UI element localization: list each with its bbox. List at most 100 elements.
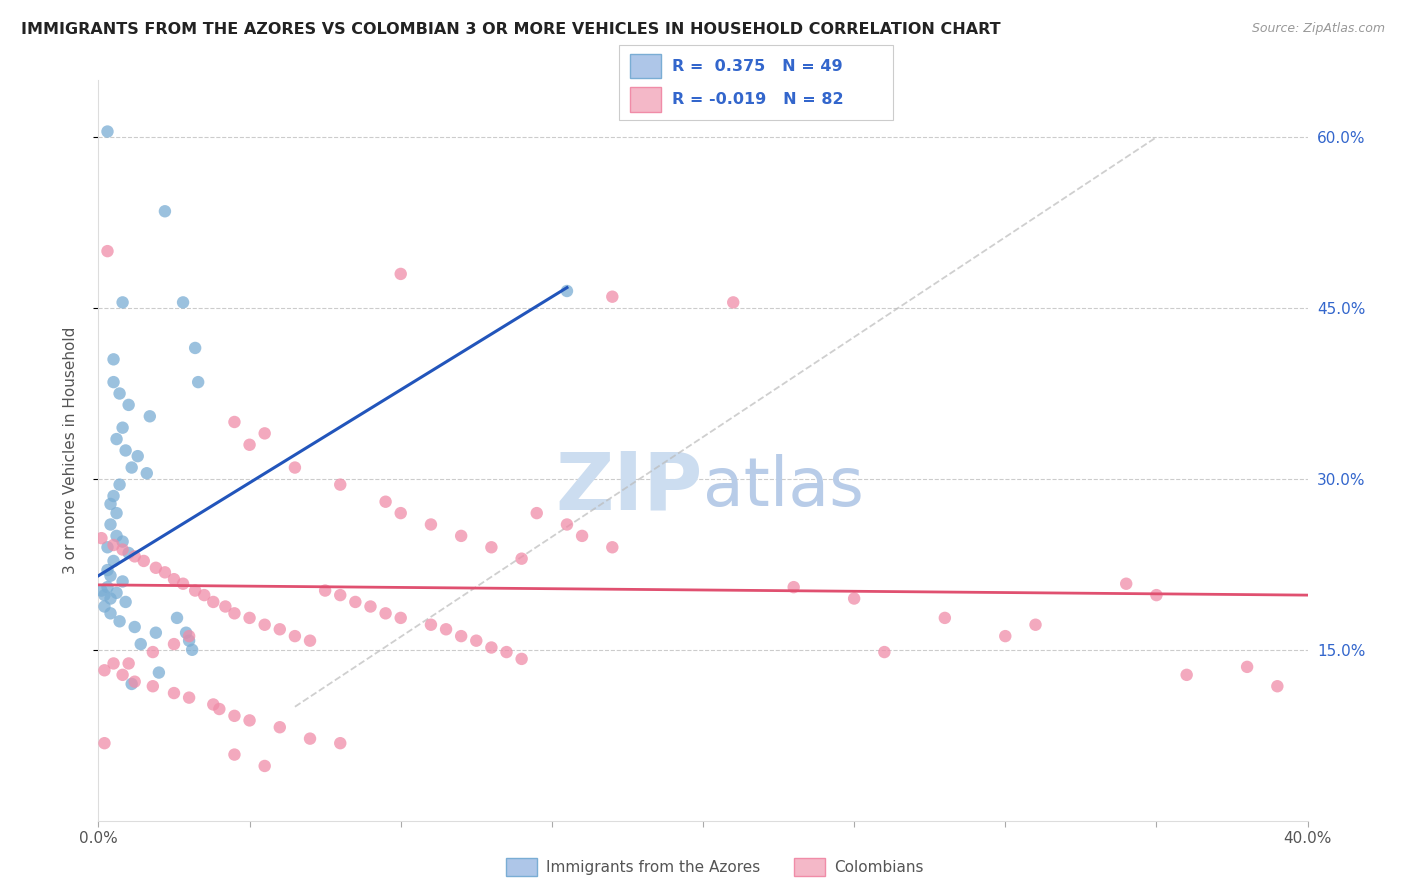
- Point: [124, 674, 146, 689]
- Point: [100, 497, 122, 511]
- Point: [420, 517, 443, 532]
- Text: ZIP: ZIP: [555, 449, 703, 526]
- Point: [103, 489, 125, 503]
- Point: [179, 629, 201, 643]
- Point: [450, 529, 472, 543]
- Point: [783, 580, 806, 594]
- Text: R =  0.375   N = 49: R = 0.375 N = 49: [672, 59, 842, 73]
- Text: IMMIGRANTS FROM THE AZORES VS COLOMBIAN 3 OR MORE VEHICLES IN HOUSEHOLD CORRELAT: IMMIGRANTS FROM THE AZORES VS COLOMBIAN …: [21, 22, 1001, 37]
- Point: [100, 517, 122, 532]
- Point: [994, 629, 1017, 643]
- Point: [127, 449, 149, 463]
- Point: [389, 611, 412, 625]
- Point: [121, 460, 143, 475]
- Point: [434, 622, 457, 636]
- Point: [389, 506, 412, 520]
- Point: [111, 668, 134, 682]
- Point: [481, 541, 503, 555]
- Point: [571, 529, 593, 543]
- Point: [934, 611, 956, 625]
- Point: [329, 736, 352, 750]
- Point: [510, 551, 533, 566]
- Point: [124, 620, 146, 634]
- Point: [187, 375, 209, 389]
- Point: [132, 554, 155, 568]
- Point: [114, 595, 136, 609]
- Point: [450, 629, 472, 643]
- Point: [1144, 588, 1167, 602]
- Point: [103, 657, 125, 671]
- Text: Source: ZipAtlas.com: Source: ZipAtlas.com: [1251, 22, 1385, 36]
- Point: [105, 586, 128, 600]
- Point: [224, 415, 246, 429]
- Point: [105, 432, 128, 446]
- Point: [374, 494, 396, 508]
- Point: [239, 438, 262, 452]
- Text: Immigrants from the Azores: Immigrants from the Azores: [546, 860, 759, 874]
- Point: [389, 267, 412, 281]
- Point: [163, 686, 186, 700]
- Point: [96, 124, 118, 138]
- Point: [224, 709, 246, 723]
- Point: [179, 690, 201, 705]
- Point: [284, 629, 307, 643]
- Text: R = -0.019   N = 82: R = -0.019 N = 82: [672, 92, 844, 106]
- Point: [93, 599, 115, 614]
- Point: [299, 731, 322, 746]
- Point: [239, 611, 262, 625]
- Point: [224, 747, 246, 762]
- Point: [1236, 660, 1258, 674]
- Point: [111, 574, 134, 589]
- Point: [111, 534, 134, 549]
- Point: [166, 611, 188, 625]
- Point: [555, 284, 578, 298]
- Point: [329, 588, 352, 602]
- Point: [1024, 617, 1046, 632]
- Point: [510, 652, 533, 666]
- Point: [118, 398, 141, 412]
- Point: [93, 663, 115, 677]
- Point: [96, 580, 118, 594]
- Point: [214, 599, 236, 614]
- Point: [93, 588, 115, 602]
- Point: [142, 679, 165, 693]
- Point: [96, 244, 118, 259]
- Point: [253, 426, 276, 441]
- Point: [148, 665, 170, 680]
- Point: [202, 595, 225, 609]
- Point: [108, 615, 131, 629]
- Point: [103, 375, 125, 389]
- Point: [360, 599, 382, 614]
- Point: [181, 642, 204, 657]
- Point: [374, 607, 396, 621]
- Point: [495, 645, 517, 659]
- Point: [465, 633, 488, 648]
- Point: [118, 546, 141, 560]
- Point: [163, 572, 186, 586]
- Point: [90, 531, 112, 545]
- Point: [124, 549, 146, 564]
- Point: [111, 295, 134, 310]
- Text: Colombians: Colombians: [834, 860, 924, 874]
- Point: [299, 633, 322, 648]
- Point: [153, 566, 176, 580]
- Point: [114, 443, 136, 458]
- Point: [172, 295, 194, 310]
- Point: [314, 583, 336, 598]
- Point: [172, 576, 194, 591]
- Y-axis label: 3 or more Vehicles in Household: 3 or more Vehicles in Household: [63, 326, 77, 574]
- Point: [103, 554, 125, 568]
- Point: [284, 460, 307, 475]
- Point: [100, 591, 122, 606]
- Point: [723, 295, 745, 310]
- Point: [129, 637, 152, 651]
- Point: [555, 517, 578, 532]
- Point: [184, 583, 207, 598]
- Point: [269, 720, 291, 734]
- Point: [344, 595, 367, 609]
- Point: [1267, 679, 1289, 693]
- Point: [145, 625, 167, 640]
- Point: [103, 538, 125, 552]
- Point: [103, 352, 125, 367]
- Point: [100, 568, 122, 582]
